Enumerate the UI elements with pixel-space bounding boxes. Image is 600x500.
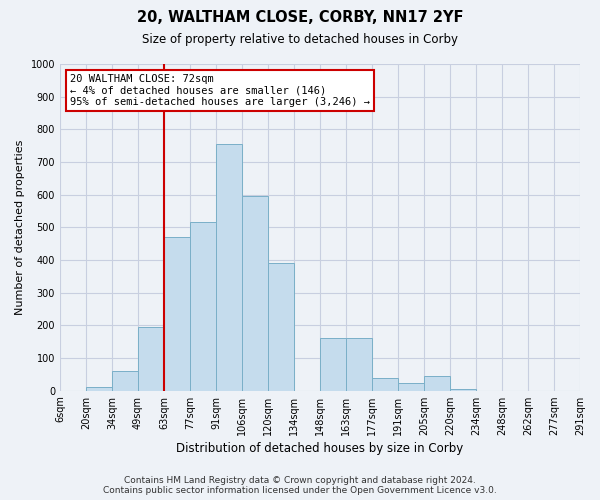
Bar xyxy=(164,237,190,390)
Text: 20 WALTHAM CLOSE: 72sqm
← 4% of detached houses are smaller (146)
95% of semi-de: 20 WALTHAM CLOSE: 72sqm ← 4% of detached… xyxy=(70,74,370,107)
Bar xyxy=(242,196,268,390)
Bar xyxy=(268,264,294,390)
Bar xyxy=(372,378,398,390)
X-axis label: Distribution of detached houses by size in Corby: Distribution of detached houses by size … xyxy=(176,442,464,455)
Bar xyxy=(138,327,164,390)
Text: Contains HM Land Registry data © Crown copyright and database right 2024.
Contai: Contains HM Land Registry data © Crown c… xyxy=(103,476,497,495)
Text: Size of property relative to detached houses in Corby: Size of property relative to detached ho… xyxy=(142,32,458,46)
Bar xyxy=(190,222,216,390)
Bar xyxy=(86,388,112,390)
Bar xyxy=(320,338,346,390)
Bar xyxy=(346,338,372,390)
Bar xyxy=(216,144,242,390)
Text: 20, WALTHAM CLOSE, CORBY, NN17 2YF: 20, WALTHAM CLOSE, CORBY, NN17 2YF xyxy=(137,10,463,25)
Bar xyxy=(450,389,476,390)
Y-axis label: Number of detached properties: Number of detached properties xyxy=(15,140,25,315)
Bar xyxy=(112,371,138,390)
Bar xyxy=(398,382,424,390)
Bar xyxy=(424,376,450,390)
